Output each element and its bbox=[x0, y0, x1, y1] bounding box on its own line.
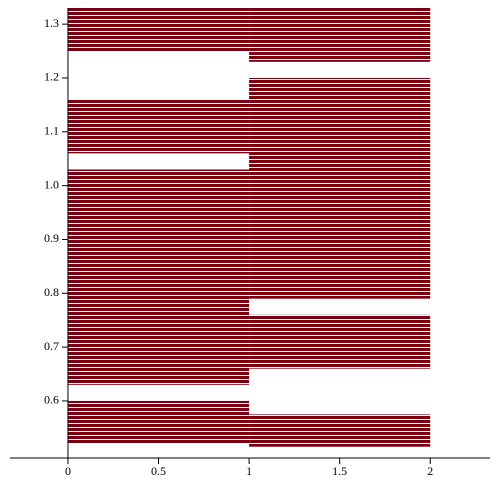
band bbox=[249, 77, 431, 299]
x-tick-label: 2 bbox=[427, 464, 433, 478]
band bbox=[249, 314, 431, 369]
x-tick-label: 1.5 bbox=[332, 464, 347, 478]
band bbox=[67, 400, 250, 445]
y-tick-label: 0.8 bbox=[44, 285, 59, 299]
x-tick-label: 0.5 bbox=[151, 464, 166, 478]
y-tick-label: 0.7 bbox=[44, 339, 59, 353]
y-tick-label: 0.9 bbox=[44, 231, 59, 245]
band bbox=[67, 99, 250, 154]
y-tick-label: 1.1 bbox=[44, 124, 59, 138]
band bbox=[67, 8, 250, 52]
x-tick-label: 1 bbox=[246, 464, 252, 478]
band bbox=[67, 169, 250, 385]
y-tick-label: 0.6 bbox=[44, 393, 59, 407]
y-tick-label: 1.3 bbox=[44, 16, 59, 30]
band bbox=[249, 414, 431, 447]
x-tick-label: 0 bbox=[65, 464, 71, 478]
band bbox=[249, 8, 431, 62]
y-tick-label: 1.0 bbox=[44, 177, 59, 191]
y-tick-label: 1.2 bbox=[44, 70, 59, 84]
